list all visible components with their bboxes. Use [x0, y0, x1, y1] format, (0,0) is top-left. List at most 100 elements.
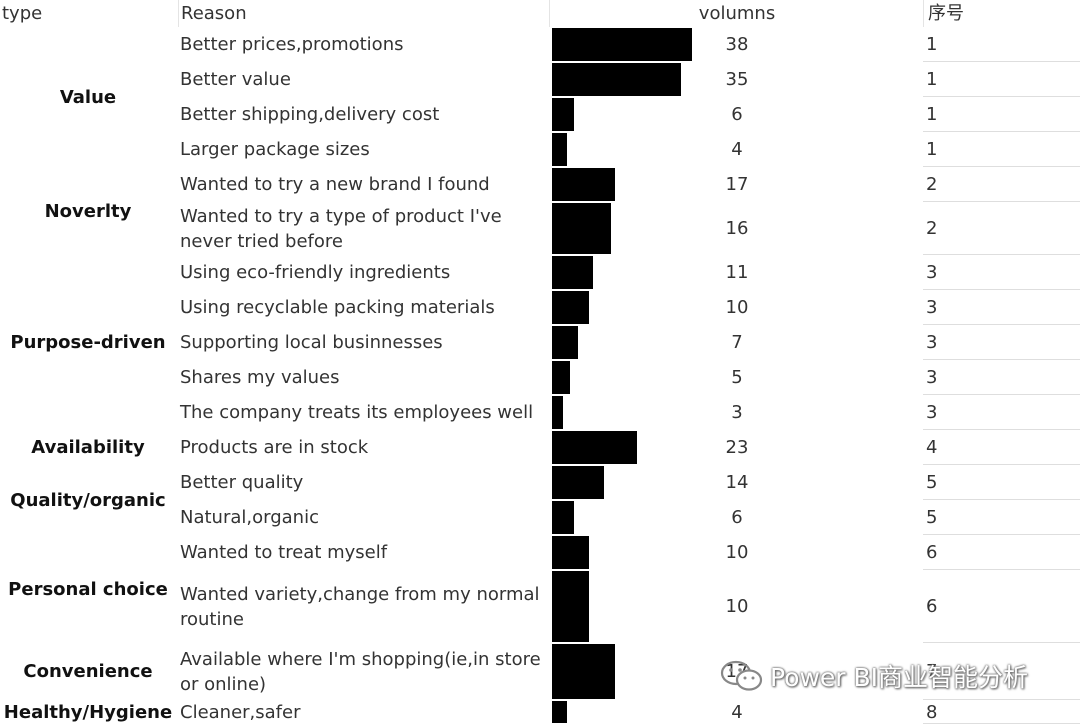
table-row: Cleaner,safer 4 8 — [0, 700, 1080, 724]
volume-value: 17 — [725, 174, 749, 195]
index-cell: 3 — [926, 367, 938, 388]
volume-bar — [552, 168, 615, 201]
index-cell: 2 — [926, 174, 938, 195]
volume-value: 10 — [725, 596, 749, 617]
volume-bar — [552, 28, 692, 61]
grid-line — [923, 429, 1080, 430]
reason-cell: Available where I'm shopping(ie,in store… — [180, 648, 541, 695]
type-group-label: Convenience — [23, 661, 153, 682]
volume-value: 11 — [725, 262, 749, 283]
reason-cell: Cleaner,safer — [180, 701, 301, 723]
table-row: Better quality 14 5 — [0, 465, 1080, 500]
type-group-label: Personal choice — [8, 578, 168, 600]
grid-line — [923, 254, 1080, 255]
column-header-reason: Reason — [178, 0, 551, 27]
type-group-label: Purpose-driven — [10, 332, 166, 353]
watermark-text: Power BI商业智能分析 — [770, 663, 1029, 692]
grid-line — [923, 464, 1080, 465]
index-cell: 1 — [926, 34, 938, 55]
volume-value: 5 — [731, 367, 743, 388]
volume-bar — [552, 203, 611, 254]
index-cell: 5 — [926, 507, 938, 528]
volume-value: 14 — [725, 472, 749, 493]
volume-value: 3 — [731, 402, 743, 423]
table-row: The company treats its employees well 3 3 — [0, 395, 1080, 430]
volume-bar — [552, 133, 567, 166]
volume-value: 35 — [725, 69, 749, 90]
reason-cell: Better value — [180, 69, 291, 90]
reason-cell: Wanted to try a type of product I've nev… — [180, 205, 502, 252]
volume-bar — [552, 326, 578, 359]
index-cell: 8 — [926, 701, 938, 723]
reason-cell: The company treats its employees well — [180, 402, 534, 423]
grid-line — [923, 569, 1080, 570]
index-cell: 5 — [926, 472, 938, 493]
table-row: Better shipping,delivery cost 6 1 — [0, 97, 1080, 132]
volume-bar — [552, 361, 570, 394]
grid-line — [923, 499, 1080, 500]
reason-cell: Supporting local businnesses — [180, 332, 443, 353]
volume-value: 38 — [725, 34, 749, 55]
volume-bar — [552, 431, 637, 464]
table-row: Available where I'm shopping(ie,in store… — [0, 643, 1080, 700]
reason-cell: Using eco-friendly ingredients — [180, 262, 451, 283]
volume-value: 6 — [731, 507, 743, 528]
grid-line — [923, 394, 1080, 395]
grid-line — [923, 61, 1080, 62]
type-group-label: Quality/organic — [10, 489, 166, 511]
table-row: Using eco-friendly ingredients 11 3 — [0, 255, 1080, 290]
grid-line — [923, 534, 1080, 535]
grid-line — [923, 289, 1080, 290]
type-group-label: Value — [59, 86, 117, 108]
reason-cell: Natural,organic — [180, 507, 319, 528]
table-row: Larger package sizes 4 1 — [0, 132, 1080, 167]
volume-bar — [552, 571, 589, 642]
volume-bar — [552, 396, 563, 429]
volume-bar — [552, 98, 574, 131]
index-cell: 2 — [926, 218, 938, 239]
reason-cell: Using recyclable packing materials — [180, 297, 495, 318]
grid-line — [923, 166, 1080, 167]
watermark: Power BI商业智能分析 — [720, 656, 1060, 696]
column-header-volumns: volumns — [549, 0, 924, 27]
grid-line — [923, 359, 1080, 360]
index-cell: 1 — [926, 104, 938, 125]
index-cell: 1 — [926, 69, 938, 90]
volume-value: 4 — [731, 139, 743, 160]
table-row: Using recyclable packing materials 10 3 — [0, 290, 1080, 325]
grid-line — [923, 96, 1080, 97]
table-row: Better prices,promotions 38 1 — [0, 27, 1080, 62]
volume-bar — [552, 466, 604, 499]
table-row: Better value 35 1 — [0, 62, 1080, 97]
table-row: Wanted variety,change from my normal rou… — [0, 570, 1080, 643]
volume-bar — [552, 536, 589, 569]
volume-value: 6 — [731, 104, 743, 125]
volume-bar — [552, 63, 681, 96]
table-row: Wanted to try a new brand I found 17 2 — [0, 167, 1080, 202]
table-row: Products are in stock 23 4 — [0, 430, 1080, 465]
volume-bar — [552, 291, 589, 324]
volume-value: 4 — [731, 701, 743, 723]
volume-bar — [552, 644, 615, 699]
index-cell: 3 — [926, 262, 938, 283]
grid-line — [923, 642, 1080, 643]
volume-value: 10 — [725, 542, 749, 563]
grid-line — [923, 201, 1080, 202]
index-cell: 6 — [926, 596, 938, 617]
table-row: Natural,organic 6 5 — [0, 500, 1080, 535]
index-cell: 4 — [926, 437, 938, 458]
reason-cell: Products are in stock — [180, 437, 369, 458]
column-header-index: 序号 — [923, 0, 1080, 27]
volume-bar — [552, 701, 567, 723]
index-cell: 1 — [926, 139, 938, 160]
table-row: Wanted to try a type of product I've nev… — [0, 202, 1080, 255]
reason-cell: Larger package sizes — [180, 139, 370, 160]
reason-cell: Wanted to treat myself — [180, 542, 388, 563]
reason-cell: Shares my values — [180, 367, 340, 388]
index-cell: 3 — [926, 297, 938, 318]
volume-value: 7 — [731, 332, 743, 353]
table-row: Supporting local businnesses 7 3 — [0, 325, 1080, 360]
reason-cell: Better shipping,delivery cost — [180, 104, 440, 125]
reason-cell: Wanted variety,change from my normal rou… — [180, 583, 540, 630]
volume-bar — [552, 256, 593, 289]
